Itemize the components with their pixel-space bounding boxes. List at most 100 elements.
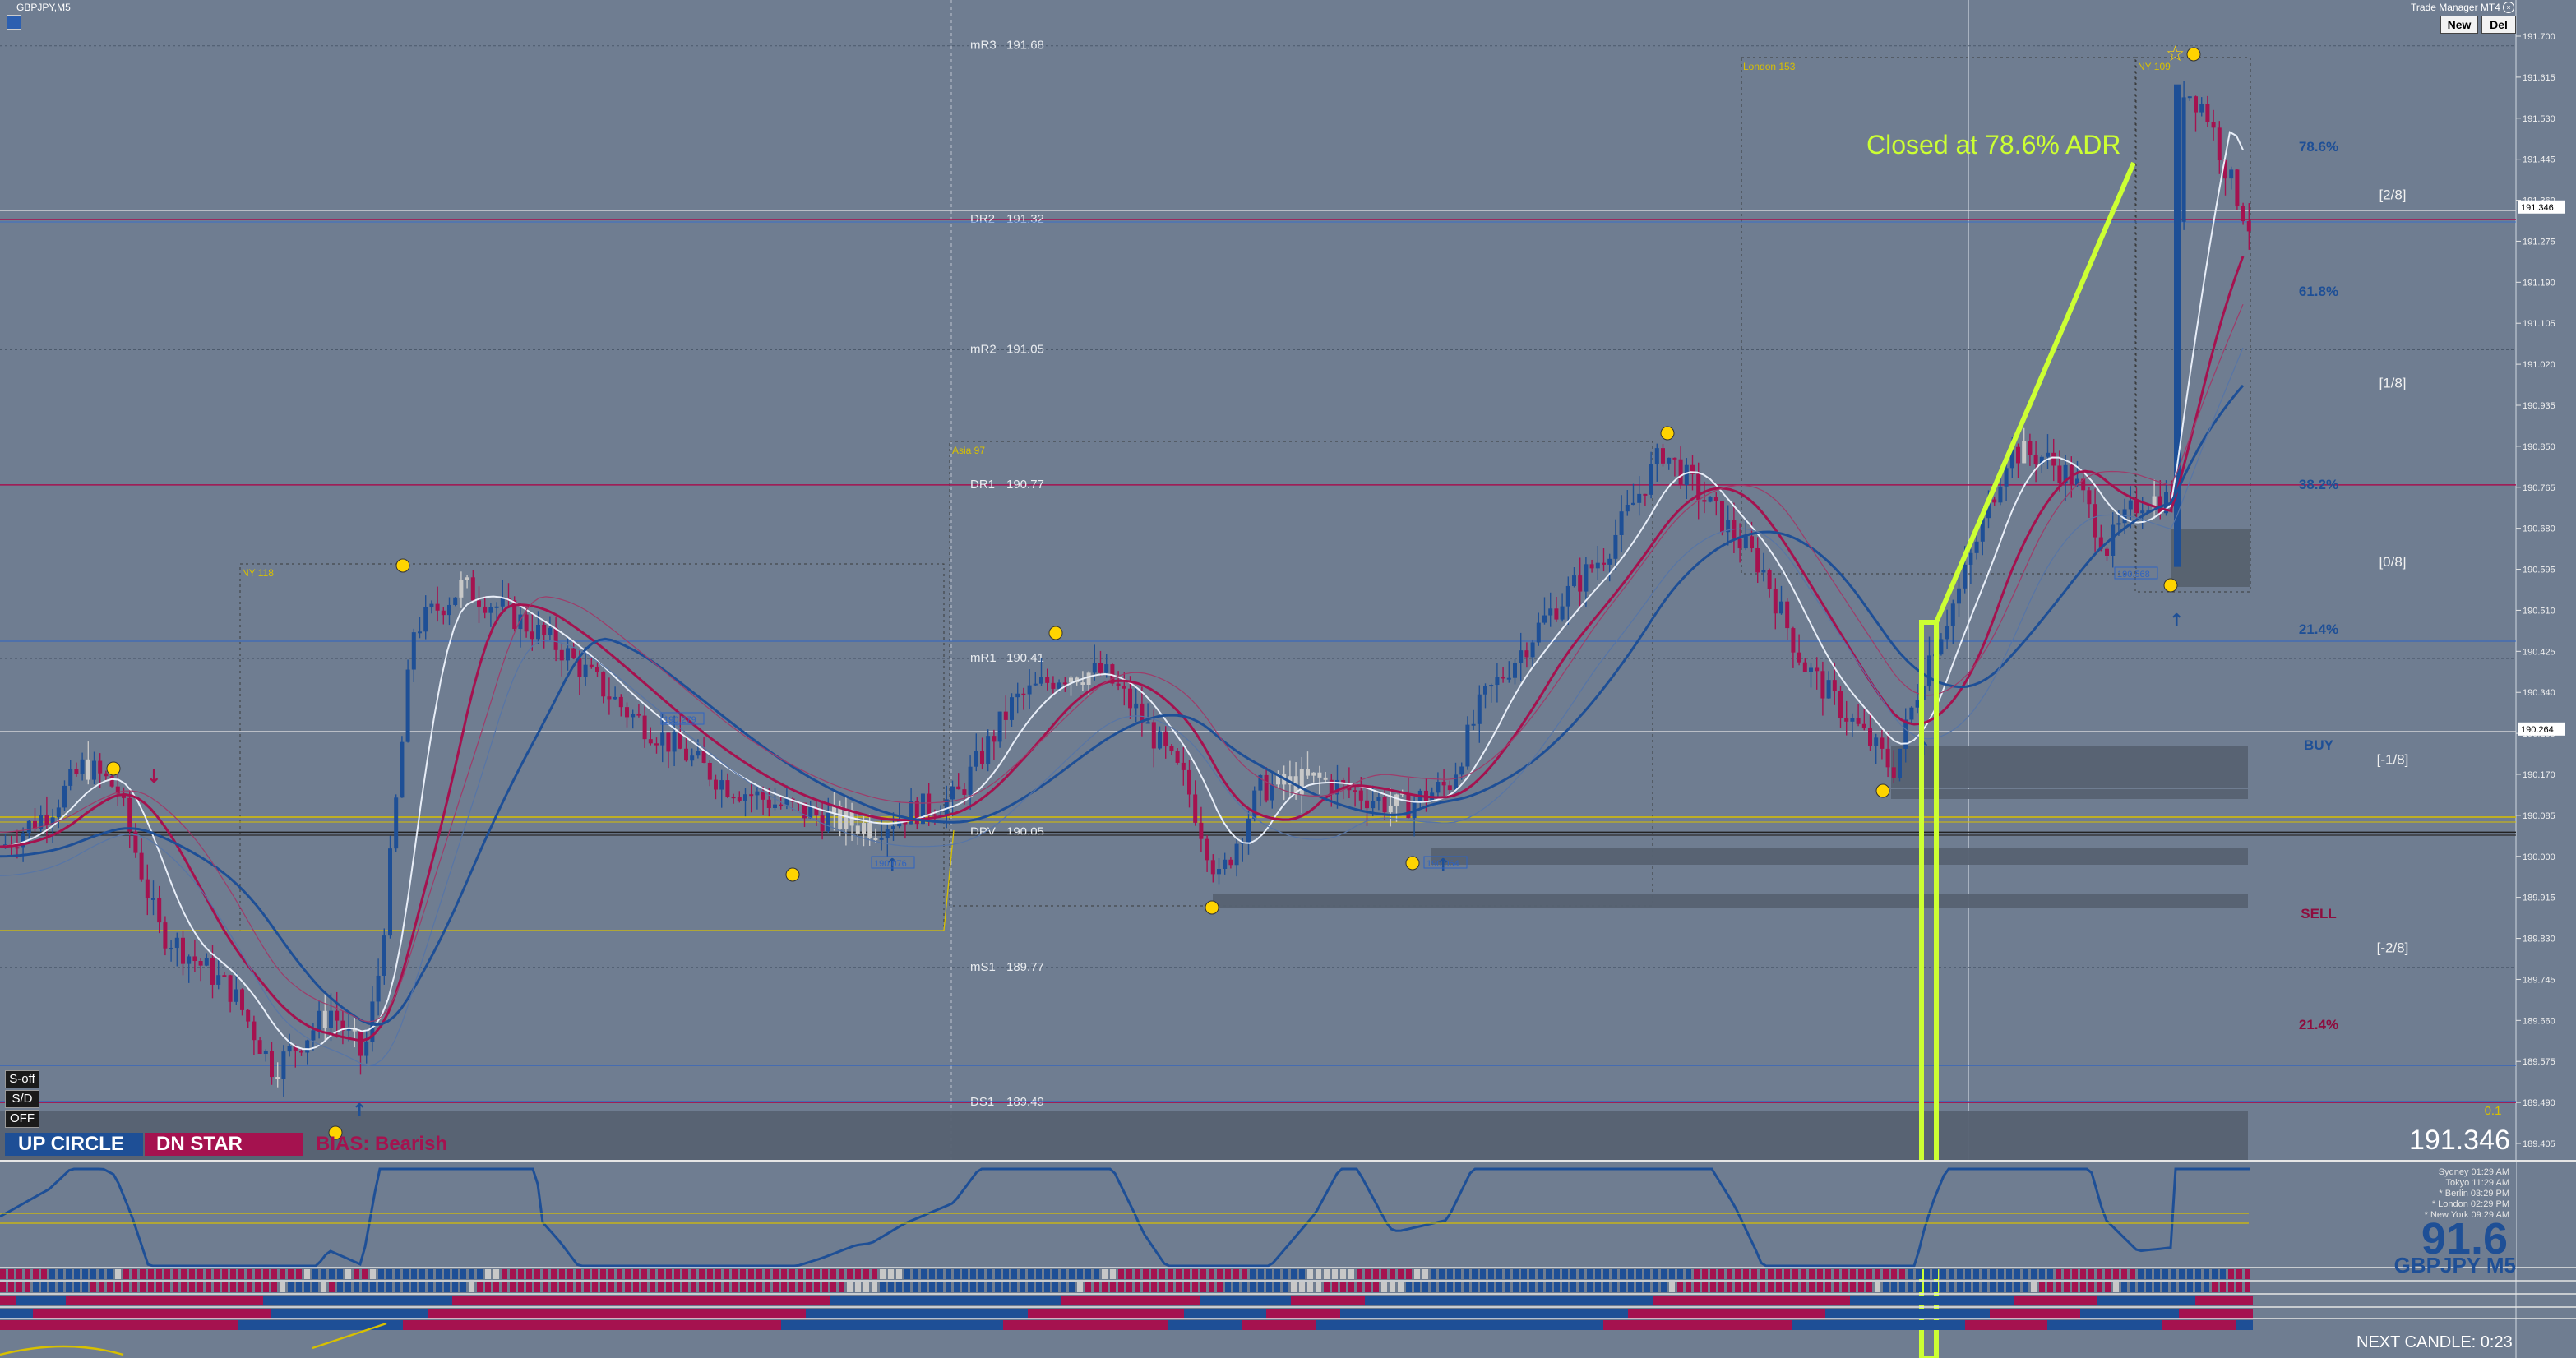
strip-cell <box>2014 1320 2023 1330</box>
strip-cell <box>781 1282 787 1292</box>
strip-cell <box>765 1296 773 1305</box>
pivot-value-mr1: 190.41 <box>1006 651 1044 665</box>
close-icon[interactable]: × <box>2503 2 2514 13</box>
candle-body <box>595 667 599 672</box>
strip-cell <box>2138 1296 2146 1305</box>
strip-cell <box>1176 1296 1184 1305</box>
strip-cell <box>378 1269 384 1279</box>
strip-cell <box>2220 1296 2228 1305</box>
strip-cell <box>1579 1296 1587 1305</box>
strip-cell <box>296 1296 304 1305</box>
strip-cell <box>2130 1320 2138 1330</box>
off-button[interactable]: OFF <box>5 1110 39 1128</box>
strip-cell <box>1858 1320 1866 1330</box>
strip-cell <box>1414 1320 1422 1330</box>
strip-cell <box>1439 1296 1447 1305</box>
strip-cell <box>2187 1309 2195 1319</box>
strip-cell <box>1973 1282 1979 1292</box>
strip-cell <box>2138 1269 2144 1279</box>
candle-body <box>1441 781 1446 786</box>
candle-body <box>838 806 843 829</box>
strip-cell <box>271 1282 277 1292</box>
strip-cell <box>567 1269 573 1279</box>
strip-cell <box>1069 1320 1077 1330</box>
candle-body <box>1797 652 1801 663</box>
candle-body <box>346 1028 351 1031</box>
strip-cell <box>1274 1282 1280 1292</box>
strip-cell <box>658 1309 666 1319</box>
candle-body <box>696 751 701 756</box>
candle-body <box>228 975 233 1002</box>
candle-body <box>2246 221 2251 232</box>
strip-cell <box>1472 1269 1478 1279</box>
strip-cell <box>1455 1296 1464 1305</box>
candle-body <box>1750 536 1754 548</box>
strip-cell <box>1176 1269 1182 1279</box>
candle-body <box>453 597 458 605</box>
strip-cell <box>1636 1309 1644 1319</box>
strip-cell <box>1258 1309 1266 1319</box>
y-tick-label-21: 189.915 <box>2523 894 2555 903</box>
strip-cell <box>419 1282 425 1292</box>
candle-body <box>773 804 777 809</box>
strip-cell <box>1570 1296 1579 1305</box>
strip-cell <box>1908 1269 1913 1279</box>
strip-cell <box>460 1309 469 1319</box>
strip-cell <box>954 1309 962 1319</box>
strip-cell <box>1258 1269 1264 1279</box>
strip-cell <box>419 1320 428 1330</box>
candle-body <box>418 631 422 634</box>
candle-body <box>1950 603 1955 626</box>
strip-cell <box>1817 1282 1823 1292</box>
strip-cell <box>206 1296 214 1305</box>
strip-cell <box>1036 1269 1042 1279</box>
new-button[interactable]: New <box>2440 16 2478 34</box>
strip-cell <box>1998 1309 2006 1319</box>
strip-cell <box>1390 1296 1398 1305</box>
strip-cell <box>280 1309 288 1319</box>
strip-cell <box>263 1296 271 1305</box>
del-button[interactable]: Del <box>2481 16 2516 34</box>
strip-cell <box>1570 1269 1576 1279</box>
strip-cell <box>1135 1296 1143 1305</box>
strip-cell <box>2113 1282 2119 1292</box>
strip-cell <box>156 1269 162 1279</box>
strip-cell <box>1784 1296 1792 1305</box>
candle-body <box>1306 769 1310 776</box>
s-off-button[interactable]: S-off <box>5 1070 39 1088</box>
strip-cell <box>543 1282 548 1292</box>
strip-cell <box>321 1269 326 1279</box>
strip-cell <box>929 1320 937 1330</box>
strip-cell <box>2072 1320 2080 1330</box>
strip-cell <box>2146 1309 2154 1319</box>
strip-cell <box>49 1320 58 1330</box>
strip-cell <box>2146 1296 2154 1305</box>
candle-body <box>1459 766 1464 775</box>
candle-body <box>1690 464 1695 474</box>
strip-cell <box>1455 1309 1464 1319</box>
y-tick-label-22: 189.830 <box>2523 935 2555 945</box>
candle-body <box>1667 457 1672 464</box>
candle-body <box>1092 663 1097 673</box>
strip-cell <box>115 1309 123 1319</box>
strip-cell <box>49 1309 58 1319</box>
strip-cell <box>2220 1309 2228 1319</box>
candle-body <box>1382 797 1387 813</box>
strip-cell <box>370 1269 376 1279</box>
strip-cell <box>1036 1320 1044 1330</box>
strip-cell <box>1102 1309 1110 1319</box>
strip-cell <box>682 1320 691 1330</box>
strip-cell <box>543 1296 551 1305</box>
session-label-london: London 153 <box>1743 61 1796 72</box>
s-d-button[interactable]: S/D <box>5 1090 39 1108</box>
candle-body <box>1193 794 1198 823</box>
candle-body <box>1643 493 1648 496</box>
bottom-indicator-line <box>0 1322 387 1356</box>
murrey-label-1: [1/8] <box>2379 376 2406 391</box>
strip-cell <box>1332 1269 1338 1279</box>
strip-cell <box>1990 1269 1996 1279</box>
strip-cell <box>1496 1269 1502 1279</box>
strip-cell <box>1990 1309 1998 1319</box>
strip-cell <box>99 1269 104 1279</box>
